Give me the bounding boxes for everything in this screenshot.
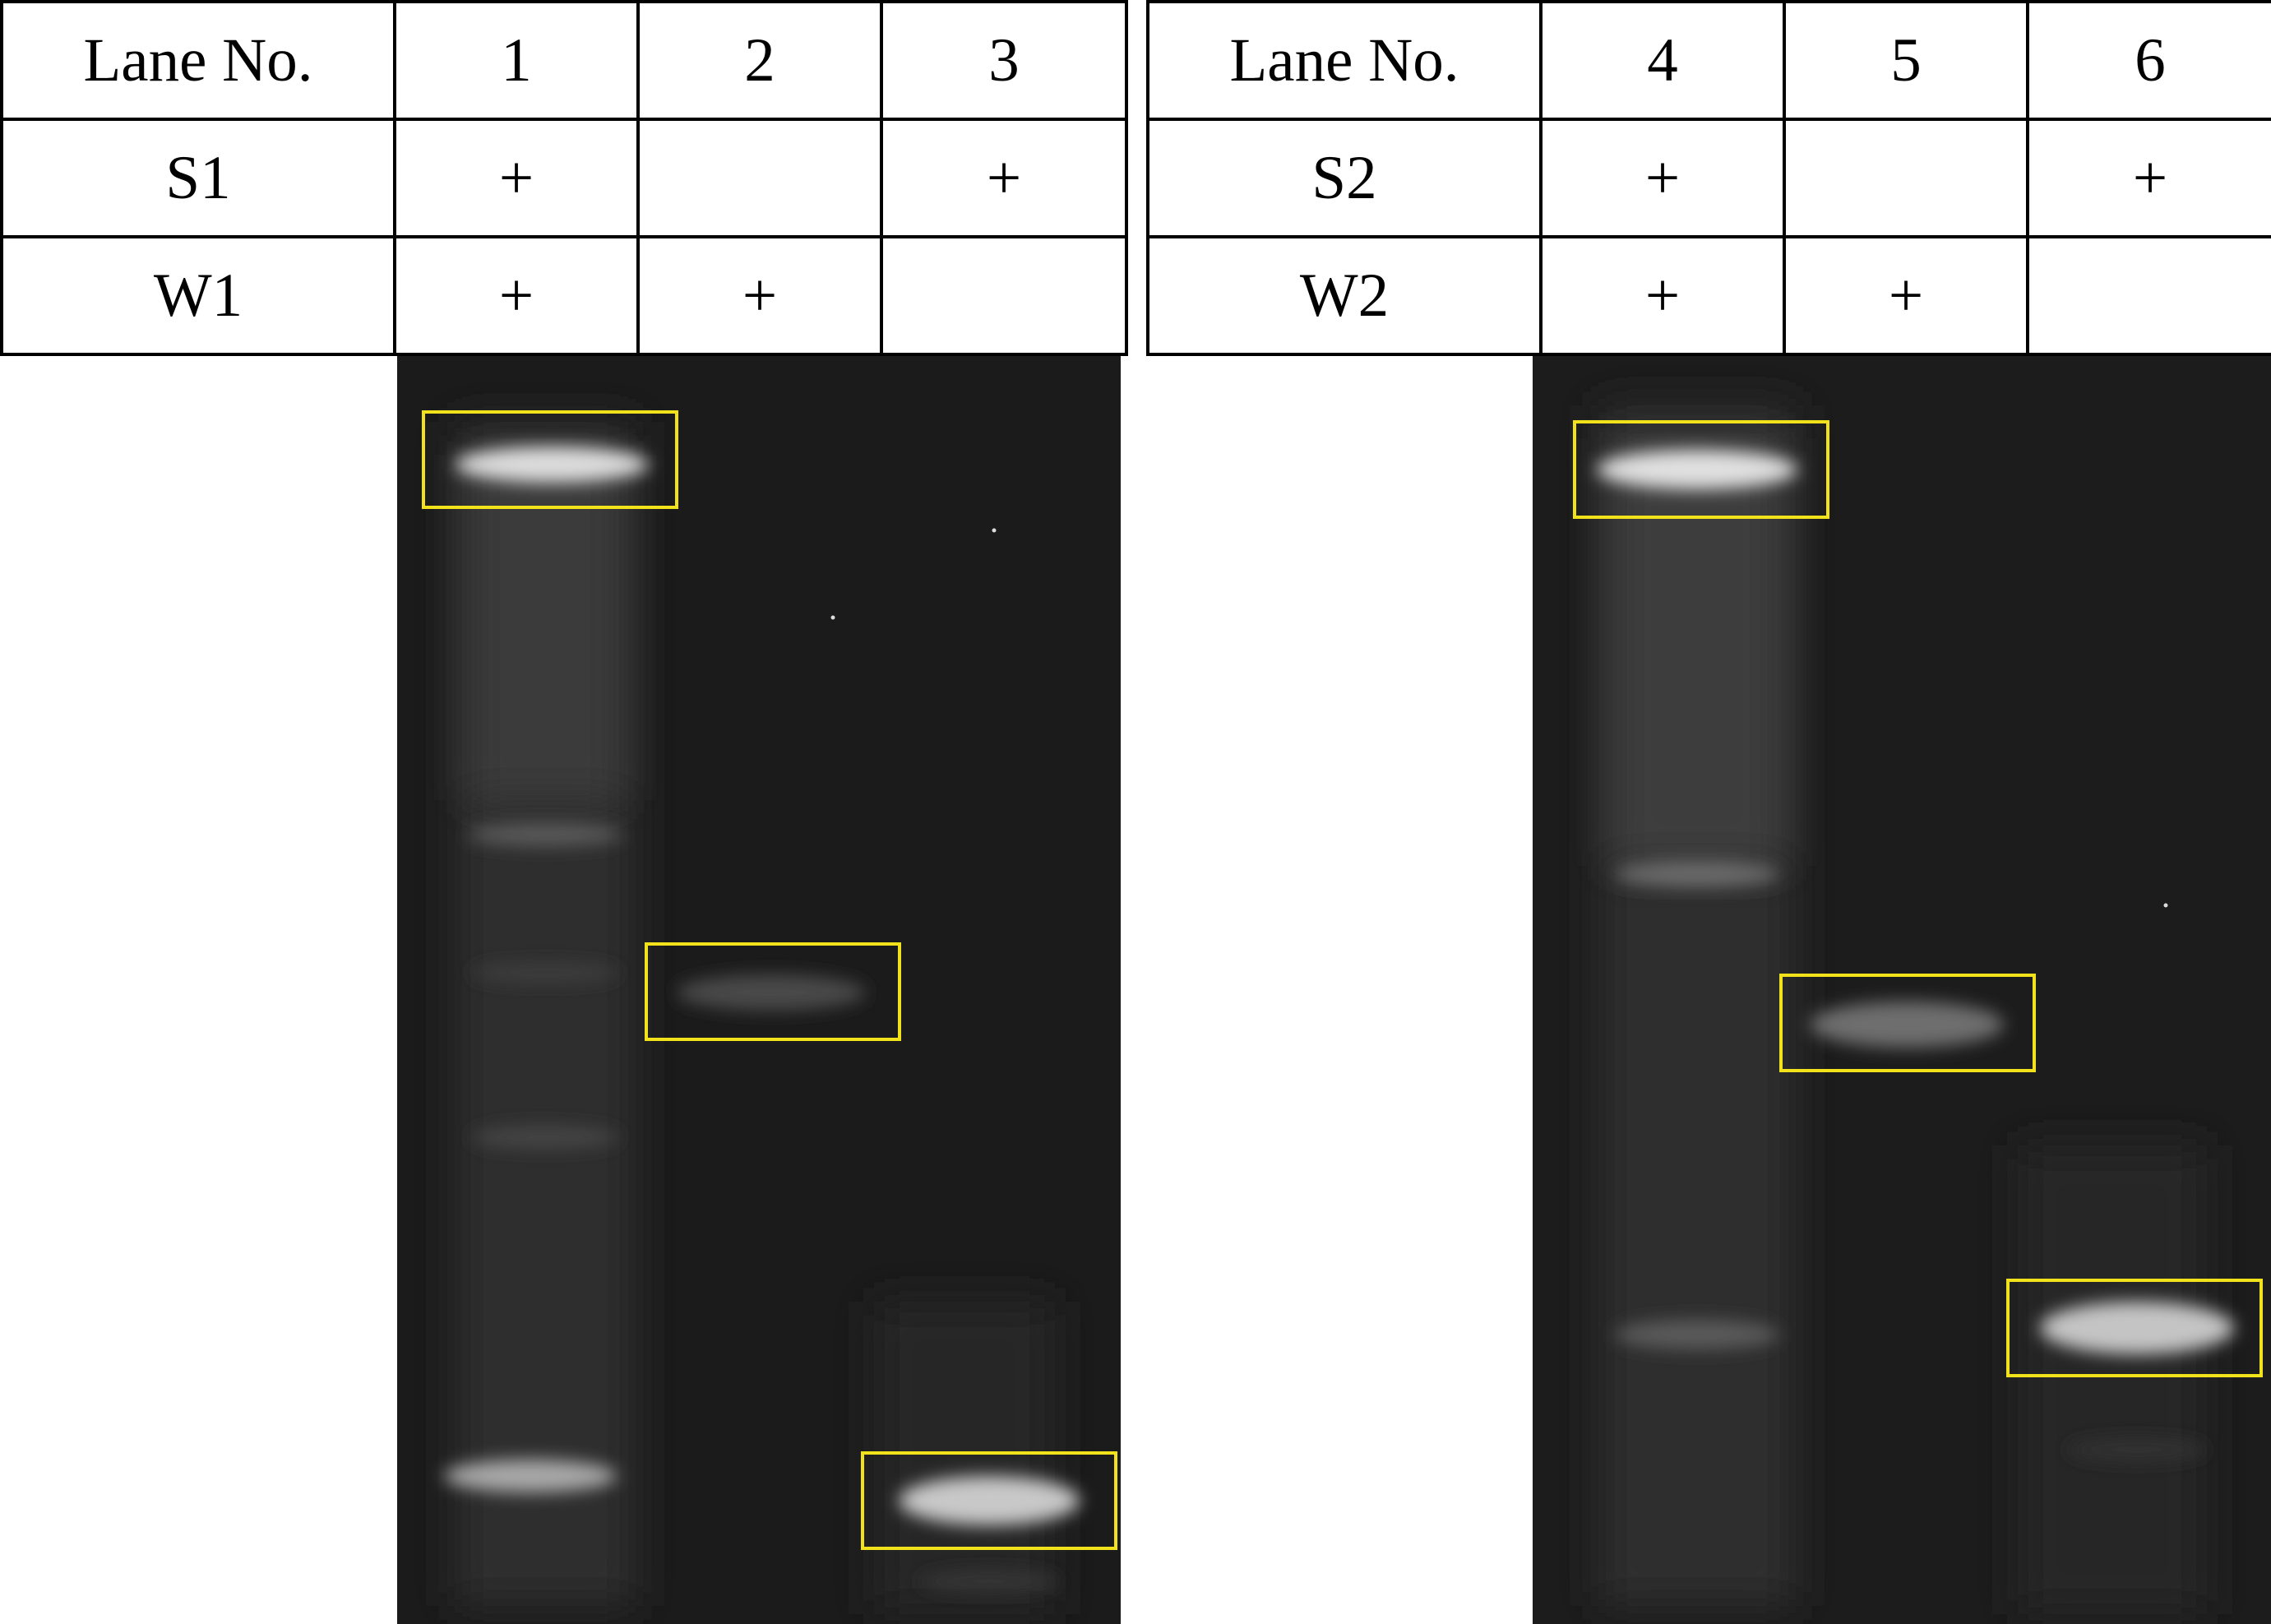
- lane-number-5: 5: [1783, 0, 2029, 121]
- lane-1-band: [467, 823, 623, 846]
- lane-number-2: 2: [636, 0, 883, 121]
- table-row-s1: S1 + +: [0, 118, 1128, 238]
- lane-number-3: 3: [880, 0, 1128, 121]
- table-row-w1: W1 + +: [0, 235, 1128, 356]
- cell-w2-lane6: [2026, 235, 2271, 356]
- lane-1-band: [471, 1126, 619, 1149]
- lane-4-smear-upper: [1611, 438, 1783, 866]
- lane-no-header: Lane No.: [0, 0, 396, 121]
- lane-4-band: [1615, 861, 1779, 887]
- dust-speck: [992, 528, 997, 533]
- cell-s1-lane2: [636, 118, 883, 238]
- cell-s1-lane1: +: [393, 118, 640, 238]
- highlight-box-lane-4: [1573, 420, 1829, 519]
- lane-6-smear: [2018, 1145, 2207, 1614]
- dust-speck: [2163, 903, 2168, 908]
- lane-table-left: Lane No. 1 2 3 S1 + + W1 + +: [0, 0, 1128, 356]
- lane-5-band: [1810, 1002, 2004, 1048]
- highlight-box-lane-2: [645, 942, 901, 1041]
- gel-image-left: [397, 356, 1121, 1624]
- table-row-s2: S2 + +: [1146, 118, 2271, 238]
- table-row-header: Lane No. 1 2 3: [0, 0, 1128, 121]
- lane-3-band: [899, 1476, 1080, 1525]
- row-label-s2: S2: [1146, 118, 1543, 238]
- highlight-box-lane-1: [422, 410, 678, 509]
- gel-right-svg: [1533, 356, 2271, 1624]
- cell-w1-lane3: [880, 235, 1128, 356]
- cell-w1-lane1: +: [393, 235, 640, 356]
- lane-3-smear: [874, 1302, 1055, 1614]
- cell-w2-lane4: +: [1539, 235, 1786, 356]
- lane-number-1: 1: [393, 0, 640, 121]
- gel-image-right: [1533, 356, 2271, 1624]
- highlight-box-lane-5: [1779, 974, 2036, 1072]
- lane-4-band-top: [1597, 450, 1797, 489]
- cell-s2-lane4: +: [1539, 118, 1786, 238]
- cell-s2-lane6: +: [2026, 118, 2271, 238]
- cell-w2-lane5: +: [1783, 235, 2029, 356]
- row-label-w1: W1: [0, 235, 396, 356]
- lane-1-band-top: [455, 446, 649, 483]
- lane-number-6: 6: [2026, 0, 2271, 121]
- row-label-s1: S1: [0, 118, 396, 238]
- lane-4-band: [1615, 1320, 1779, 1349]
- highlight-box-lane-3: [861, 1451, 1117, 1550]
- row-label-w2: W2: [1146, 235, 1543, 356]
- lane-3-band-faint: [919, 1570, 1059, 1593]
- lane-6-band-faint: [2067, 1438, 2207, 1461]
- lane-number-4: 4: [1539, 0, 1786, 121]
- lane-no-header: Lane No.: [1146, 0, 1543, 121]
- dust-speck: [830, 615, 835, 620]
- gel-left-svg: [397, 356, 1121, 1624]
- cell-s1-lane3: +: [880, 118, 1128, 238]
- lane-2-band: [677, 974, 866, 1011]
- lane-table-right: Lane No. 4 5 6 S2 + + W2 + +: [1146, 0, 2271, 356]
- table-row-w2: W2 + +: [1146, 235, 2271, 356]
- lane-1-band-bottom: [444, 1460, 617, 1492]
- cell-s2-lane5: [1783, 118, 2029, 238]
- lane-6-band: [2040, 1302, 2234, 1354]
- cell-w1-lane2: +: [636, 235, 883, 356]
- table-row-header: Lane No. 4 5 6: [1146, 0, 2271, 121]
- lane-1-smear-upper: [467, 455, 623, 800]
- highlight-box-lane-6: [2006, 1279, 2263, 1377]
- lane-1-band: [471, 963, 619, 983]
